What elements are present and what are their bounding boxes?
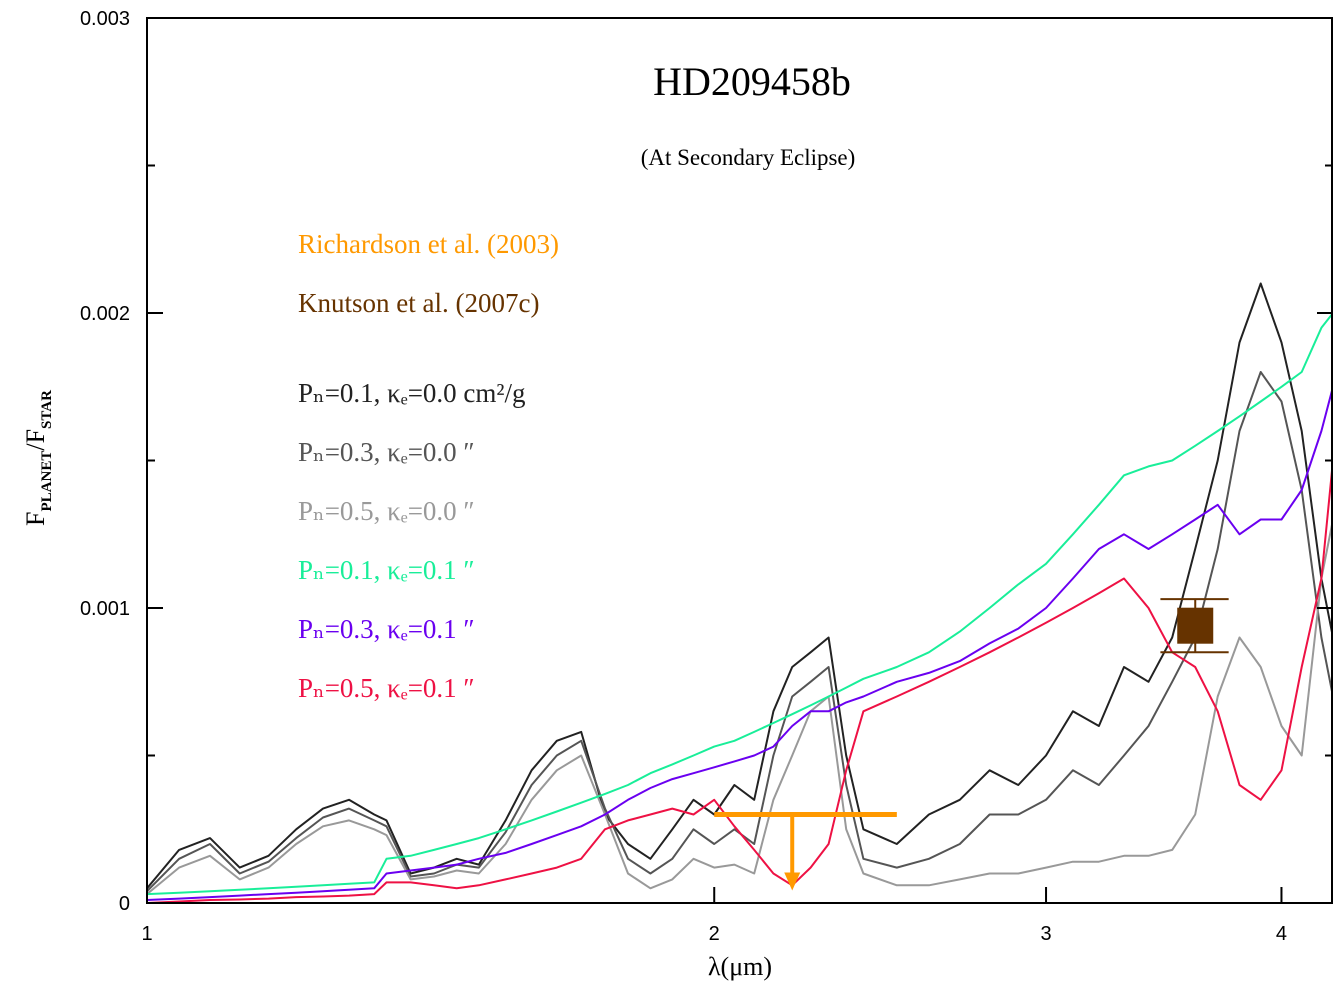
spectrum-line [147,386,1333,901]
legend-label: Pₙ=0.3, κₑ=0.1 ″ [298,614,475,644]
y-axis-label: FPLANET/FSTAR [21,390,55,526]
legend-label: Pₙ=0.5, κₑ=0.1 ″ [298,673,475,703]
plot-area [147,282,1333,903]
spectrum-line [147,312,1333,896]
spectrum-line [147,519,1333,895]
data-point [1177,607,1214,644]
x-axis-label: λ(μm) [708,952,772,981]
spectrum-line [147,282,1333,889]
observations [714,598,1229,891]
y-tick-label: 0.001 [80,598,130,620]
legend-label: Pₙ=0.1, κₑ=0.0 cm²/g [298,378,526,408]
spectrum-line [147,460,1333,903]
y-label-part: /F [21,429,50,451]
spectrum-line [147,371,1333,892]
x-tick-label: 4 [1276,923,1287,945]
chart-subtitle: (At Secondary Eclipse) [641,145,856,170]
legend-label: Knutson et al. (2007c) [298,288,539,318]
y-label-sub: STAR [39,390,55,429]
legend-label: Pₙ=0.1, κₑ=0.1 ″ [298,555,475,585]
x-tick-label: 3 [1040,923,1051,945]
x-tick-label: 2 [709,923,720,945]
y-label-part: F [21,511,50,525]
y-tick-label: 0.002 [80,303,130,325]
legend-label: Richardson et al. (2003) [298,229,559,259]
legend-label: Pₙ=0.5, κₑ=0.0 ″ [298,496,475,526]
upper-limit-arrowhead [784,872,801,891]
legend-label: Pₙ=0.3, κₑ=0.0 ″ [298,437,475,467]
y-tick-label: 0.003 [80,8,130,30]
chart-title: HD209458b [653,59,851,104]
y-label-sub: PLANET [39,451,55,512]
x-tick-label: 1 [141,923,152,945]
y-tick-label: 0 [119,893,130,915]
